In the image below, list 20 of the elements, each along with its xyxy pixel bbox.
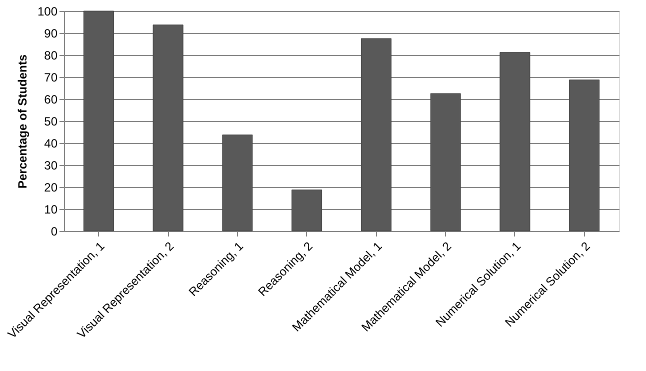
y-tick-label: 20 <box>44 180 58 194</box>
y-tick-label: 10 <box>44 202 58 216</box>
bar <box>500 52 530 232</box>
y-tick-label: 30 <box>44 158 58 172</box>
y-tick-label: 90 <box>44 26 58 40</box>
bar <box>222 134 253 232</box>
bar <box>430 93 461 232</box>
bar <box>569 80 600 232</box>
y-tick-label: 80 <box>44 48 58 62</box>
bar <box>292 190 322 232</box>
bar <box>83 10 114 232</box>
y-tick-label: 50 <box>44 114 58 128</box>
y-tick-label: 100 <box>37 4 58 18</box>
y-tick-label: 60 <box>44 92 58 106</box>
bar <box>360 38 392 232</box>
y-tick-label: 0 <box>50 224 58 238</box>
y-tick-label: 40 <box>44 136 58 150</box>
y-tick-label: 70 <box>44 70 58 84</box>
y-axis-title: Percentage of Students <box>15 54 30 189</box>
bar <box>152 24 184 232</box>
